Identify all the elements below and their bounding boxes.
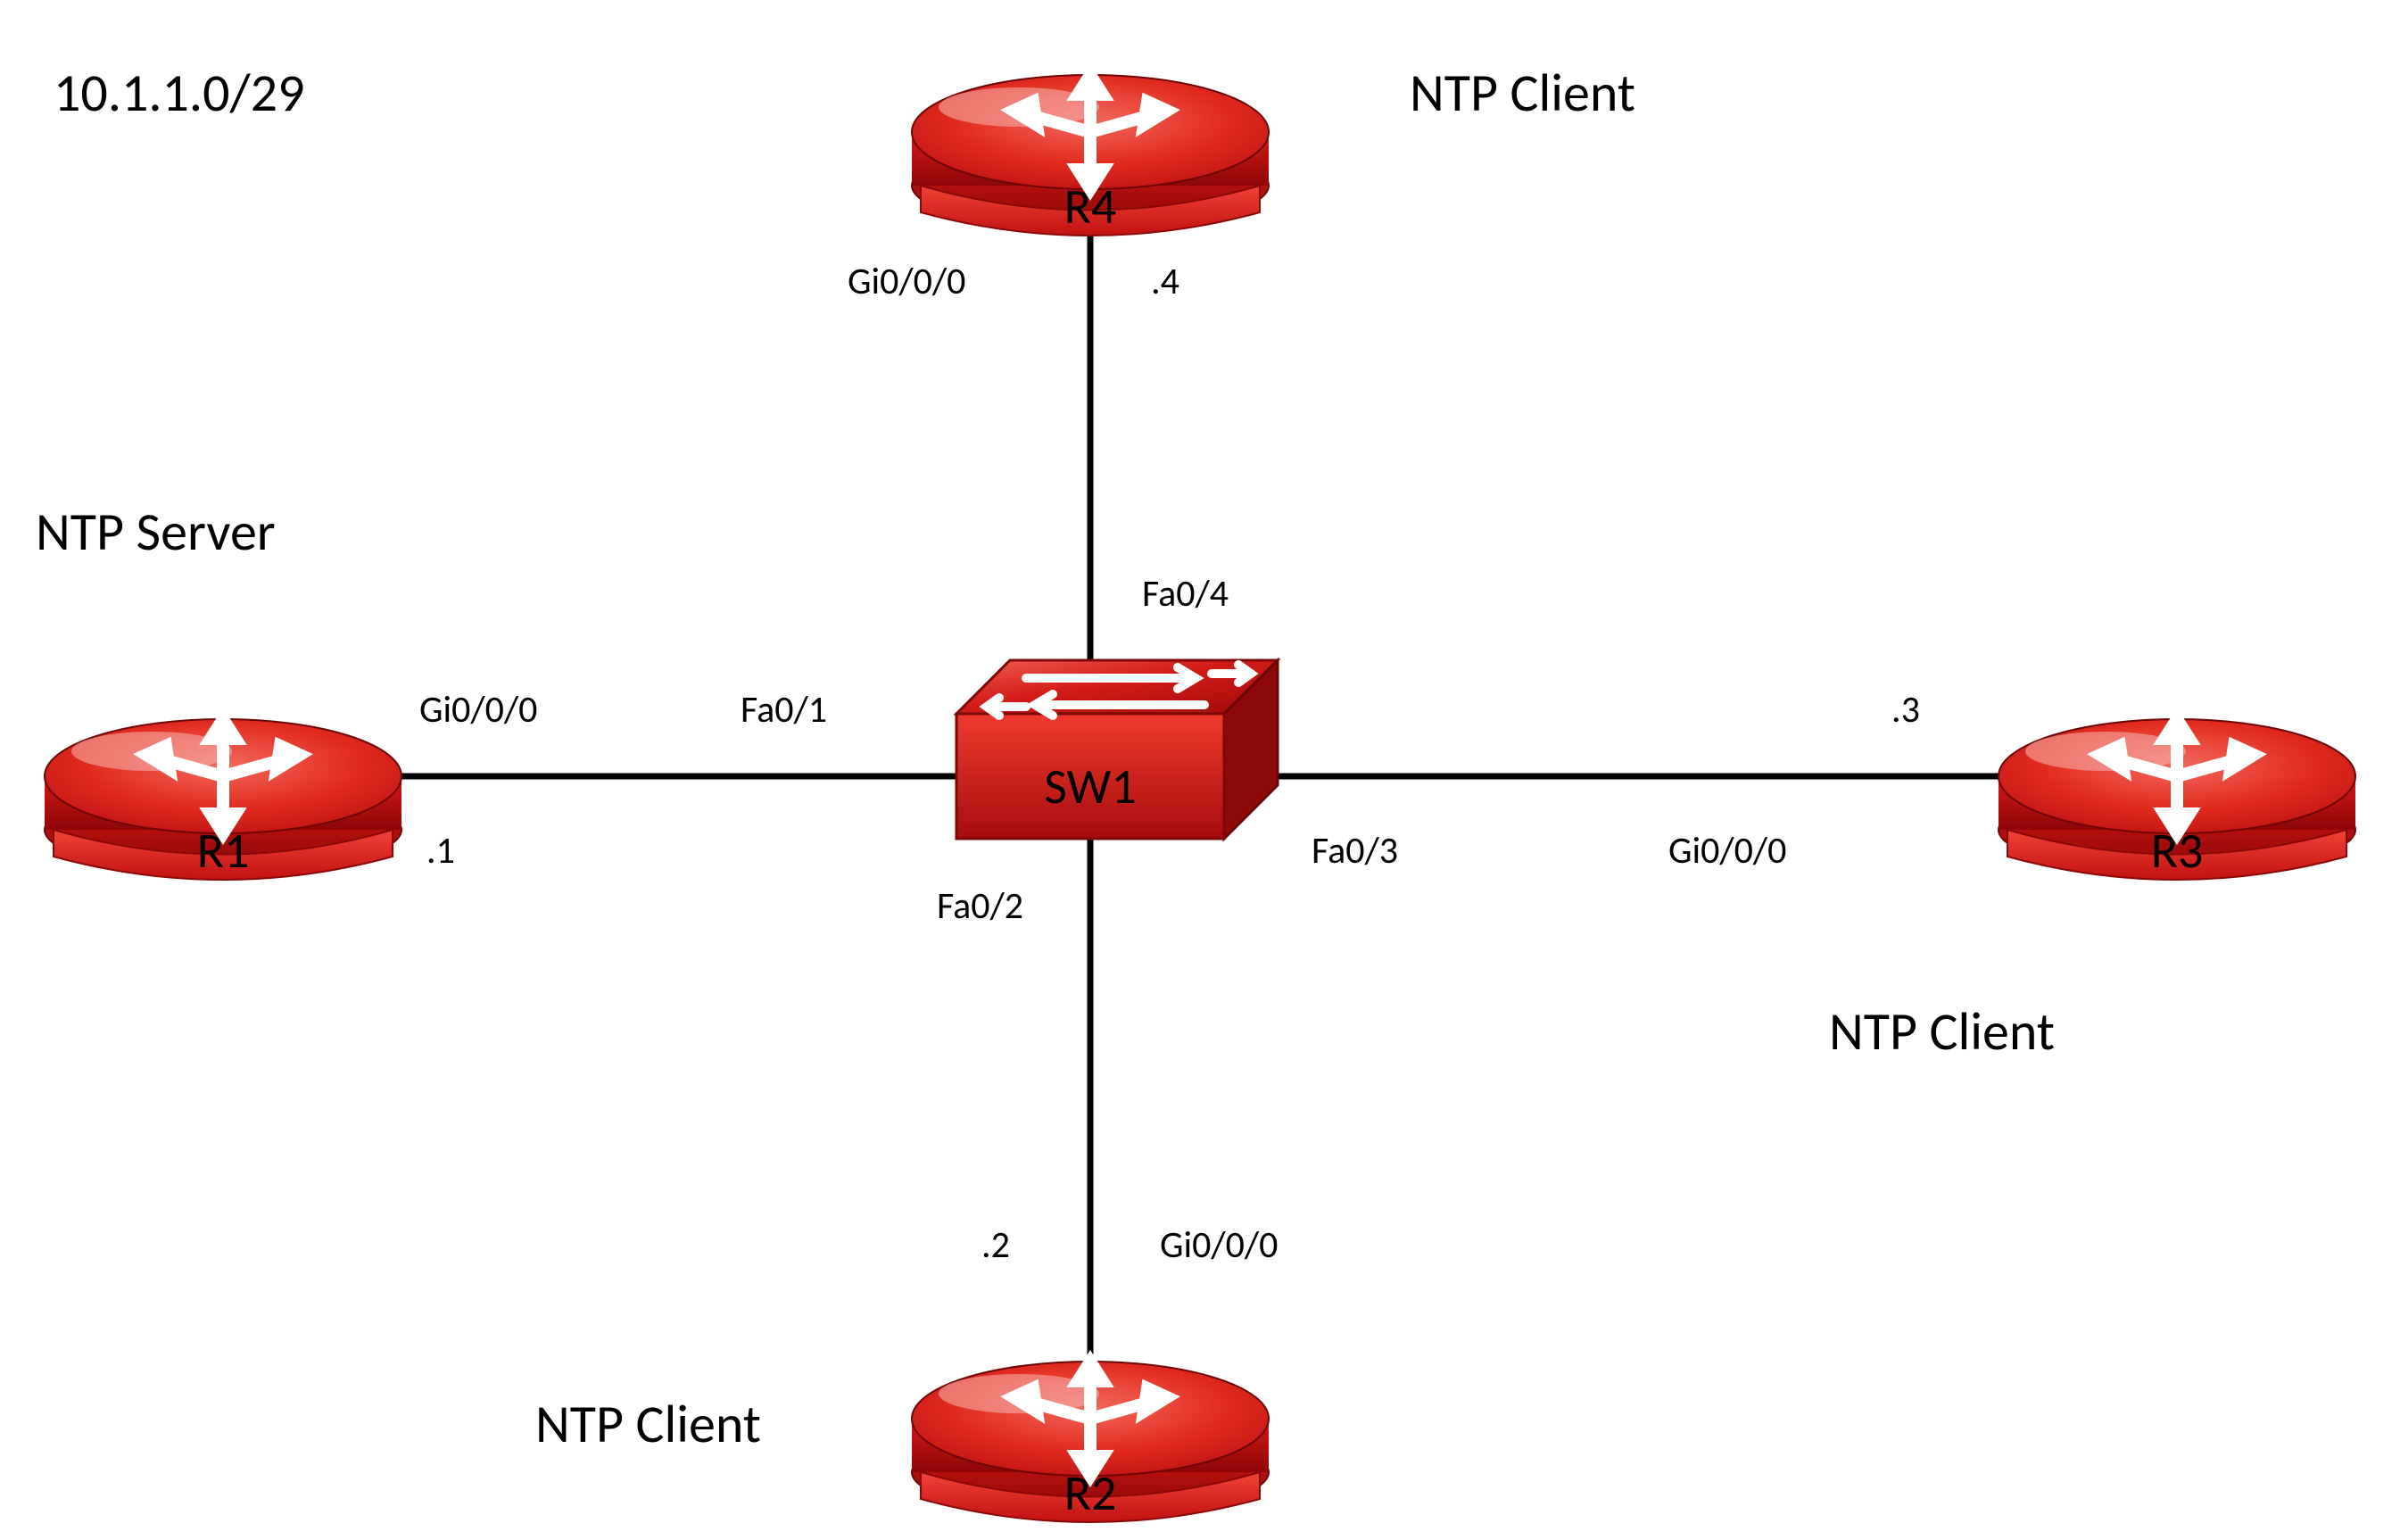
r4-interface-label: Gi0/0/0 (848, 259, 965, 304)
diagram-canvas: SW1 R1 (0, 0, 2400, 1540)
r4-ip-label: .4 (1151, 259, 1179, 304)
router-r4: R4 (912, 75, 1269, 237)
r2-interface-label: Gi0/0/0 (1160, 1222, 1278, 1268)
ntp-client-r3-label: NTP Client (1829, 999, 2055, 1064)
r3-interface-label: Gi0/0/0 (1668, 828, 1786, 873)
router-r4-label: R4 (1064, 177, 1117, 237)
r3-ip-label: .3 (1891, 687, 1920, 733)
ntp-client-r2-label: NTP Client (535, 1392, 761, 1457)
sw1-fa02-label: Fa0/2 (937, 883, 1023, 929)
r2-ip-label: .2 (981, 1222, 1010, 1268)
router-r2-label: R2 (1064, 1463, 1117, 1524)
router-r3-label: R3 (2151, 821, 2204, 882)
router-r2: R2 (912, 1362, 1269, 1524)
sw1-fa04-label: Fa0/4 (1142, 571, 1229, 617)
subnet-label: 10.1.1.0/29 (54, 61, 304, 126)
router-r3: R3 (1999, 719, 2355, 882)
ntp-server-label: NTP Server (36, 500, 276, 565)
switch-sw1: SW1 (956, 660, 1278, 839)
switch-label: SW1 (1044, 757, 1137, 817)
network-svg: SW1 R1 (0, 0, 2400, 1540)
r1-ip-label: .1 (426, 828, 455, 873)
router-r1: R1 (45, 719, 401, 882)
router-r1-label: R1 (197, 821, 250, 882)
sw1-fa03-label: Fa0/3 (1312, 828, 1398, 873)
sw1-fa01-label: Fa0/1 (741, 687, 827, 733)
r1-interface-label: Gi0/0/0 (419, 687, 537, 733)
ntp-client-r4-label: NTP Client (1410, 61, 1635, 126)
